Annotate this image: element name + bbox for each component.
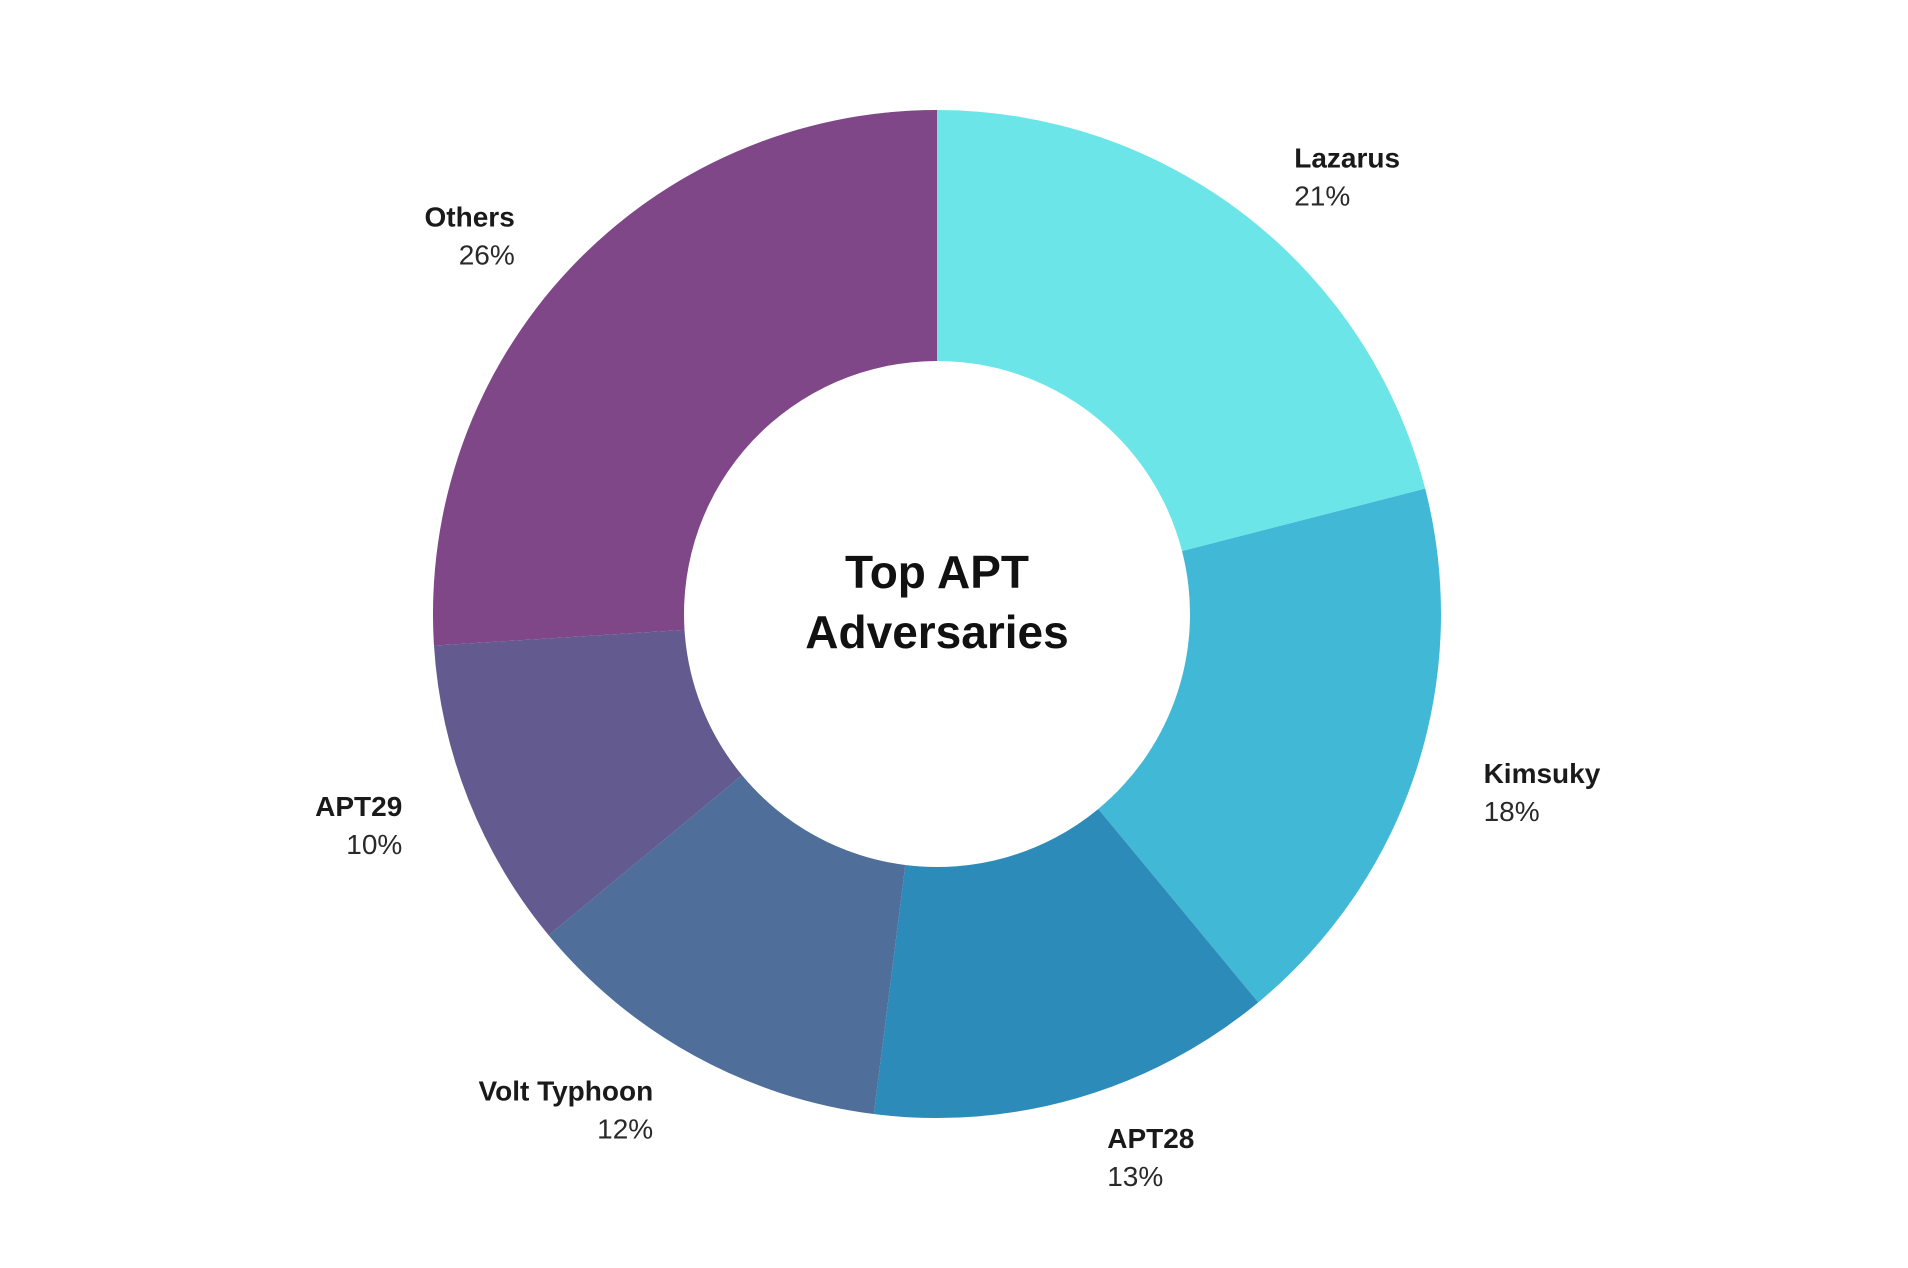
slice-value-kimsuky: 18% <box>1484 796 1540 827</box>
slice-volt-typhoon <box>548 775 906 1115</box>
slice-value-others: 26% <box>459 240 515 271</box>
slice-label-apt28: APT28 <box>1107 1123 1194 1154</box>
chart-title-line-2: Adversaries <box>805 606 1068 658</box>
slice-labels: Lazarus 21% Kimsuky 18% APT28 13% Volt Typhoon… <box>315 143 1601 1192</box>
slice-value-lazarus: 21% <box>1294 181 1350 212</box>
slice-lazarus <box>937 110 1426 552</box>
slice-label-others: Others <box>425 202 515 233</box>
slice-label-kimsuky: Kimsuky <box>1484 758 1601 789</box>
slice-apt28 <box>873 808 1259 1118</box>
slice-label-lazarus: Lazarus <box>1294 143 1400 174</box>
chart-title-line-1: Top APT <box>845 546 1029 598</box>
slice-others <box>433 110 937 646</box>
slice-label-volt-typhoon: Volt Typhoon <box>479 1076 654 1107</box>
slice-label-apt29: APT29 <box>315 791 402 822</box>
donut-slices <box>433 110 1442 1118</box>
slice-apt29 <box>433 629 743 936</box>
slice-value-apt28: 13% <box>1107 1161 1163 1192</box>
slice-kimsuky <box>1098 488 1442 1003</box>
slice-value-volt-typhoon: 12% <box>597 1114 653 1145</box>
slice-value-apt29: 10% <box>346 829 402 860</box>
